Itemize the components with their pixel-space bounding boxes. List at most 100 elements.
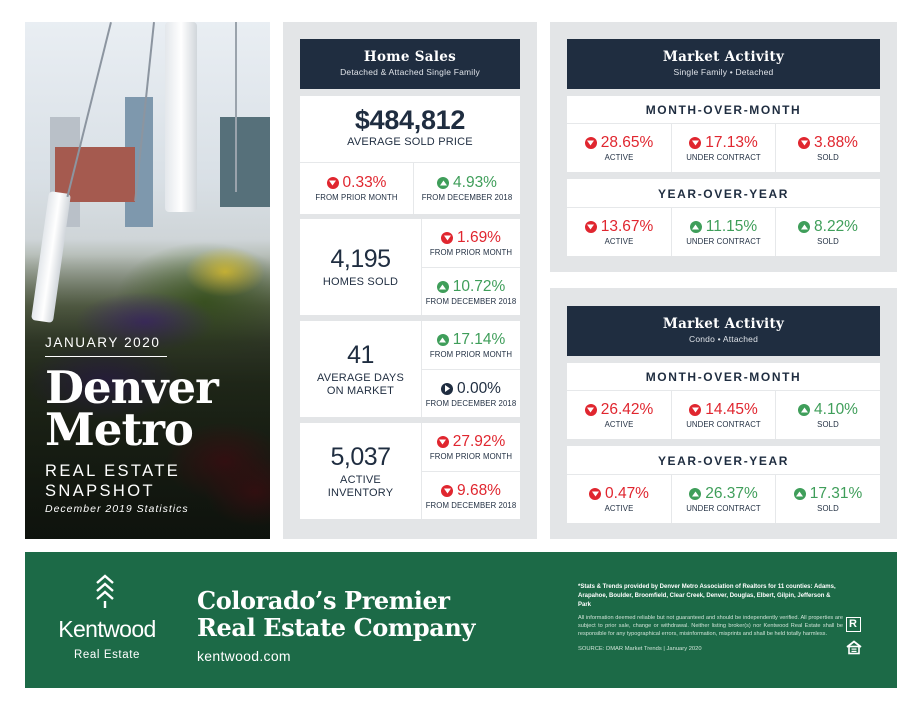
divider [775,390,776,439]
avg-price-prior-year: 4.93% FROM DECEMBER 2018 [414,162,520,214]
bridge-cable [235,22,237,192]
change-label: SOLD [817,504,839,513]
divider [413,162,414,214]
market-activity-title: Market Activity [662,316,785,332]
market-activity-single-family-panel: Market Activity Single Family • Detached… [550,22,897,272]
market-activity-subtitle: Single Family • Detached [673,67,774,77]
change-pct: 8.22% [814,218,858,235]
change-pct: 14.45% [705,401,758,418]
mom-card: MONTH-OVER-MONTH 26.42% ACTIVE 14.45% UN… [567,363,880,439]
change-value: 17.31% [793,485,863,503]
avg-price-block: $484,812 AVERAGE SOLD PRICE [300,105,520,148]
change-label: FROM DECEMBER 2018 [425,398,517,408]
days-on-market-value: 41 [347,340,374,369]
up-arrow-icon [798,221,811,233]
homes-sold-main: 4,195 HOMES SOLD [300,219,421,315]
active-inventory-card: 5,037 ACTIVE INVENTORY 27.92% FROM PRIOR… [300,423,520,519]
avg-price-label: AVERAGE SOLD PRICE [347,136,473,148]
yoy-under-contract: 26.37% UNDER CONTRACT [672,475,775,523]
tagline-line1: Colorado’s Premier [197,586,450,615]
divider [671,123,672,172]
change-value: 4.93% [437,174,497,192]
mom-under-contract: 17.13% UNDER CONTRACT [672,124,775,172]
down-arrow-icon [584,221,597,233]
change-label: FROM PRIOR MONTH [429,452,513,461]
active-inventory-value: 5,037 [330,442,391,471]
days-on-market-main: 41 AVERAGE DAYS ON MARKET [300,321,421,417]
avg-price-card: $484,812 AVERAGE SOLD PRICE 0.33% FROM P… [300,96,520,214]
brand-name: Kentwood [58,616,156,642]
change-value: 17.14% [436,331,505,349]
change-pct: 17.31% [809,485,863,502]
mom-active: 26.42% ACTIVE [567,391,671,439]
change-pct: 1.69% [457,229,501,246]
change-label: ACTIVE [604,153,634,162]
mom-card: MONTH-OVER-MONTH 28.65% ACTIVE 17.13% UN… [567,96,880,172]
change-value: 26.42% [584,401,654,419]
divider [300,162,520,163]
avg-price-value: $484,812 [354,105,466,135]
down-arrow-icon [441,232,454,244]
change-label: UNDER CONTRACT [686,153,761,162]
change-pct: 3.88% [814,134,858,151]
cover-text: JANUARY 2020 Denver Metro REAL ESTATE SN… [45,334,219,515]
change-label: FROM DECEMBER 2018 [425,296,517,306]
change-pct: 4.93% [453,174,497,191]
divider [421,369,520,370]
divider [421,267,520,268]
footer-banner: Kentwood Real Estate Colorado’s Premier … [25,552,897,688]
down-arrow-icon [326,177,339,189]
down-arrow-icon [584,137,597,149]
down-arrow-icon [441,484,454,497]
change-label: SOLD [817,420,839,429]
building-shape [220,117,270,207]
yoy-heading: YEAR-OVER-YEAR [657,187,790,201]
change-label: FROM PRIOR MONTH [429,350,513,359]
yoy-sold: 17.31% SOLD [776,475,880,523]
days-on-market-card: 41 AVERAGE DAYS ON MARKET 17.14% FROM PR… [300,321,520,417]
divider [775,123,776,172]
home-sales-header: Home Sales Detached & Attached Single Fa… [300,39,520,89]
up-arrow-icon [798,404,811,416]
cover-subtitle: REAL ESTATE SNAPSHOT [45,461,218,501]
down-arrow-icon [689,404,702,416]
tagline: Colorado’s Premier Real Estate Company [197,587,475,641]
down-arrow-icon [689,137,702,149]
website-link[interactable]: kentwood.com [197,648,291,664]
change-pct: 10.72% [452,277,506,295]
change-value: 27.92% [436,433,506,451]
divider [567,207,880,208]
cover-title: Denver Metro [45,361,219,452]
homes-sold-label: HOMES SOLD [322,276,399,288]
market-activity-subtitle: Condo • Attached [688,334,759,344]
market-activity-title: Market Activity [662,49,785,65]
change-value: 0.00% [441,380,501,398]
active-inventory-label: ACTIVE INVENTORY [327,473,394,499]
change-value: 3.88% [798,134,858,152]
market-activity-header: Market Activity Condo • Attached [567,306,880,356]
disclaimer-source: SOURCE: DMAR Market Trends | January 202… [578,645,702,652]
cover-title-line1: Denver [45,361,219,414]
change-pct: 26.42% [600,401,654,418]
mom-active: 28.65% ACTIVE [567,124,671,172]
home-sales-panel: Home Sales Detached & Attached Single Fa… [283,22,537,539]
divider [775,207,776,256]
divider [567,474,880,475]
change-label: ACTIVE [604,504,634,513]
mom-sold: 3.88% SOLD [776,124,880,172]
up-arrow-icon [436,334,449,346]
change-pct: 27.92% [452,433,506,450]
up-arrow-icon [437,177,450,189]
home-sales-subtitle: Detached & Attached Single Family [340,67,480,77]
yoy-card: YEAR-OVER-YEAR 0.47% ACTIVE 26.37% UNDER… [567,446,880,523]
up-arrow-icon [689,221,702,233]
cover-stats-period: December 2019 Statistics [45,503,189,515]
disclaimer-body: All information deemed reliable but not … [578,615,843,638]
yoy-active: 0.47% ACTIVE [567,475,671,523]
change-label: FROM DECEMBER 2018 [425,500,517,510]
down-arrow-icon [589,488,602,500]
up-arrow-icon [689,488,702,500]
divider [671,390,672,439]
change-label: FROM PRIOR MONTH [429,248,513,257]
bridge-pillar [31,191,71,323]
